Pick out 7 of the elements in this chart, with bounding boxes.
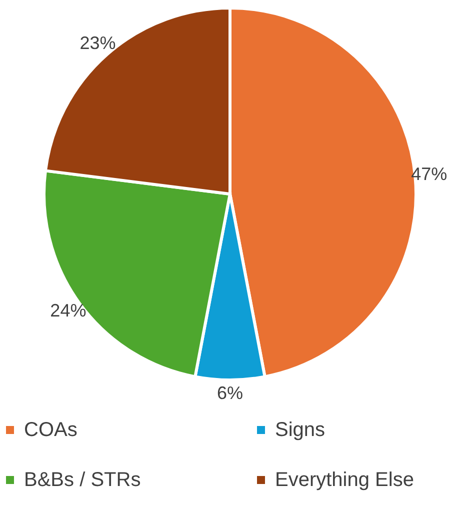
legend-label: Signs (275, 419, 326, 441)
data-label: 6% (216, 383, 244, 403)
legend-label: Everything Else (275, 469, 414, 491)
data-label: 24% (50, 300, 86, 321)
legend-label: COAs (24, 419, 78, 441)
data-label: 23% (80, 32, 116, 53)
legend-label: B&Bs / STRs (24, 469, 141, 491)
